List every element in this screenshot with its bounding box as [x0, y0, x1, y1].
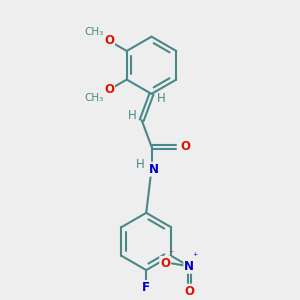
Text: O: O: [160, 257, 170, 270]
Text: ⁺: ⁺: [193, 252, 198, 262]
Text: F: F: [142, 281, 150, 294]
Text: H: H: [128, 109, 136, 122]
Text: N: N: [184, 260, 194, 273]
Text: N: N: [149, 163, 159, 176]
Text: H: H: [136, 158, 145, 171]
Text: CH₃: CH₃: [85, 93, 104, 103]
Text: O: O: [104, 34, 114, 47]
Text: CH₃: CH₃: [85, 27, 104, 37]
Text: H: H: [157, 92, 166, 105]
Text: O: O: [180, 140, 190, 153]
Text: O: O: [104, 83, 114, 96]
Text: ⁻: ⁻: [168, 249, 173, 259]
Text: O: O: [184, 285, 194, 298]
